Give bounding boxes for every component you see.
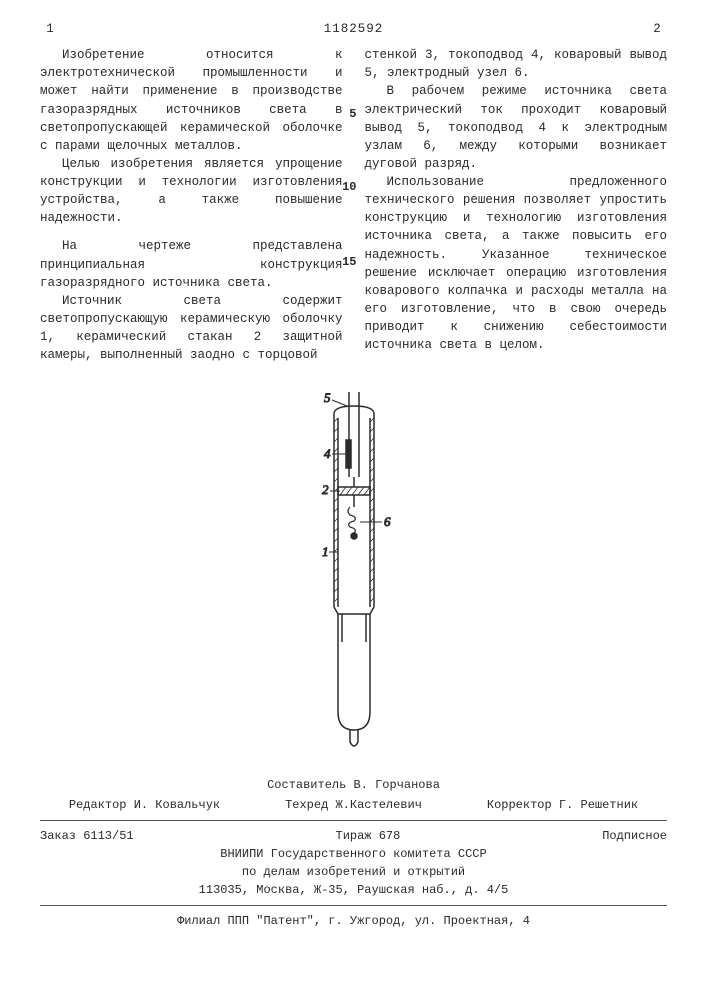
tirazh: Тираж 678: [336, 827, 401, 845]
text-columns: 5 10 15 Изобретение относится к электрот…: [40, 46, 667, 364]
left-p4: Источник света содержит светопропускающу…: [40, 292, 343, 365]
techred-name: Ж.Кастелевич: [336, 798, 422, 812]
figure-container: 5 4 2 1 6: [40, 392, 667, 758]
left-p2: Целью изобретения является упрощение кон…: [40, 155, 343, 228]
left-column: 5 10 15 Изобретение относится к электрот…: [40, 46, 343, 364]
figure-label-1: 1: [322, 544, 329, 559]
header-row: 1 1182592 2: [40, 20, 667, 38]
techred-label: Техред: [285, 798, 328, 812]
corrector-name: Г. Решетник: [559, 798, 638, 812]
right-p2: В рабочем режиме источника света электри…: [365, 82, 668, 173]
figure-label-4: 4: [324, 446, 331, 461]
credits-row: Редактор И. Ковальчук Техред Ж.Кастелеви…: [40, 796, 667, 814]
address-line: 113035, Москва, Ж-35, Раушская наб., д. …: [40, 881, 667, 899]
org-line-1: ВНИИПИ Государственного комитета СССР: [40, 845, 667, 863]
corrector-label: Корректор: [487, 798, 552, 812]
divider-2: [40, 905, 667, 906]
device-figure: 5 4 2 1 6: [284, 392, 424, 752]
figure-label-5: 5: [324, 392, 331, 405]
left-p1: Изобретение относится к электротехническ…: [40, 46, 343, 155]
right-column: стенкой 3, токоподвод 4, коваровый вывод…: [365, 46, 668, 364]
line-number-10: 10: [342, 179, 356, 196]
divider-1: [40, 820, 667, 821]
compiler-name: В. Горчанова: [354, 778, 440, 792]
order-number: Заказ 6113/51: [40, 827, 134, 845]
podpisnoe: Подписное: [602, 827, 667, 845]
line-number-5: 5: [349, 106, 356, 123]
right-p3: Использование предложенного технического…: [365, 173, 668, 354]
order-row: Заказ 6113/51 Тираж 678 Подписное: [40, 827, 667, 845]
right-column-number: 2: [647, 20, 667, 38]
editor-label: Редактор: [69, 798, 127, 812]
left-p3: На чертеже представлена принципиальная к…: [40, 237, 343, 291]
footer-block: Составитель В. Горчанова Редактор И. Ков…: [40, 776, 667, 930]
left-column-number: 1: [40, 20, 60, 38]
right-p1: стенкой 3, токоподвод 4, коваровый вывод…: [365, 46, 668, 82]
figure-label-2: 2: [322, 482, 329, 497]
patent-number: 1182592: [60, 20, 647, 38]
editor-name: И. Ковальчук: [134, 798, 220, 812]
line-number-15: 15: [342, 254, 356, 271]
org-line-2: по делам изобретений и открытий: [40, 863, 667, 881]
compiler-label: Составитель: [267, 778, 346, 792]
figure-label-6: 6: [384, 514, 391, 529]
branch-line: Филиал ППП "Патент", г. Ужгород, ул. Про…: [40, 912, 667, 930]
